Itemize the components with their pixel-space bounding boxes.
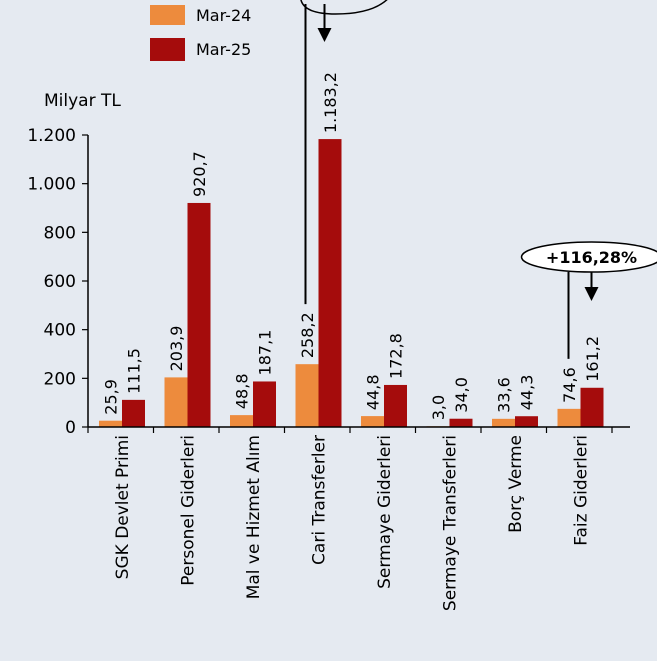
bar-mar-24 <box>295 364 319 427</box>
bar-mar-25 <box>187 202 211 427</box>
x-category-label: SGK Devlet Primi <box>113 435 133 579</box>
bar-value-label: 33,6 <box>495 377 514 413</box>
x-category-label: Sermaye Giderleri <box>375 435 395 589</box>
bar-mar-25 <box>253 381 276 427</box>
legend-swatch-mar-25 <box>150 38 185 61</box>
bar-value-label: 34,0 <box>452 377 471 413</box>
arrow-head <box>317 28 332 42</box>
arrow-head <box>584 287 599 301</box>
x-axis: SGK Devlet Primi Personel Giderleri Mal ve… <box>87 426 630 611</box>
x-category-label: Faiz Giderleri <box>572 435 592 546</box>
bar-value-label: 172,8 <box>387 333 406 379</box>
y-tick-label: 1.200 <box>27 126 76 146</box>
bar-mar-25 <box>384 384 407 427</box>
legend: Mar-24 Mar-25 <box>150 5 251 61</box>
bar-value-label: 1.183,2 <box>321 72 340 133</box>
y-tick-label: 600 <box>44 272 76 292</box>
y-tick-label: 800 <box>44 223 76 243</box>
bar-value-label: 111,5 <box>125 348 144 394</box>
bar-mar-24 <box>492 418 515 427</box>
bar-mar-25 <box>318 139 342 427</box>
bar-mar-25 <box>515 416 538 427</box>
bar-value-label: 48,8 <box>233 374 252 410</box>
bar-mar-25 <box>580 387 604 427</box>
bar-mar-25 <box>122 399 145 427</box>
bar-value-label: 74,6 <box>560 367 579 403</box>
bar-value-label: 44,3 <box>518 375 537 411</box>
x-category-label: Borç Verme <box>506 435 526 533</box>
y-tick-label: 0 <box>65 418 76 438</box>
x-category-label: Personel Giderleri <box>179 435 199 586</box>
bar-value-label: 161,2 <box>583 336 602 382</box>
bar-value-label: 203,9 <box>167 326 186 372</box>
legend-label-mar-25: Mar-25 <box>196 40 251 59</box>
bar-value-label: 920,7 <box>190 151 209 197</box>
legend-label-mar-24: Mar-24 <box>196 6 251 25</box>
x-category-label: Mal ve Hizmet Alım <box>244 435 264 599</box>
bar-value-label: 3,0 <box>429 395 448 420</box>
callout-text: +116,28% <box>546 248 637 267</box>
bars: 25,9 203,9 48,8 258,2 44,8 3,0 33,6 74,6 111,5 92… <box>99 72 604 427</box>
annotations: +116,28% <box>300 0 657 359</box>
y-tick-label: 200 <box>44 369 76 389</box>
bar-value-label: 258,2 <box>298 312 317 358</box>
legend-swatch-mar-24 <box>150 5 185 25</box>
y-axis-title: Milyar TL <box>44 91 121 111</box>
x-category-label: Sermaye Transferleri <box>441 435 461 611</box>
callout-oval-cari-transferler <box>300 0 388 15</box>
bar-mar-25 <box>449 418 473 427</box>
y-tick-label: 1.000 <box>27 175 76 195</box>
bar-mar-24 <box>557 408 581 427</box>
bar-value-label: 44,8 <box>364 374 383 410</box>
y-tick-label: 400 <box>44 321 76 341</box>
bar-mar-24 <box>361 416 384 427</box>
bar-value-label: 25,9 <box>102 379 121 415</box>
bar-mar-24 <box>99 420 122 427</box>
bar-value-label: 187,1 <box>256 330 275 376</box>
bar-mar-24 <box>230 415 253 427</box>
y-axis: 0 200 400 600 800 1.000 1.200 <box>27 126 89 438</box>
bar-mar-24 <box>164 377 188 427</box>
x-category-label: Cari Transferler <box>310 435 330 565</box>
